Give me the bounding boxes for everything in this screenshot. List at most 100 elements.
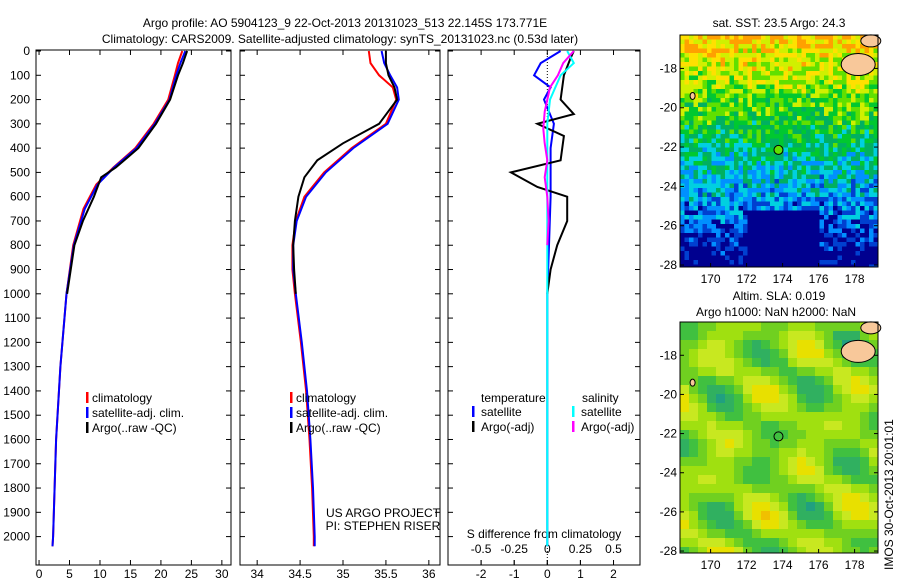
map-cell	[824, 71, 829, 76]
map-cell	[846, 156, 852, 162]
map-cell	[702, 53, 708, 58]
map-cell	[720, 125, 726, 130]
map-cell	[738, 201, 744, 207]
map-cell	[765, 156, 771, 162]
map-cell	[828, 71, 834, 76]
map-cell	[873, 192, 879, 198]
map-cell	[842, 147, 847, 153]
map-cell	[684, 255, 690, 261]
map-cell	[869, 430, 879, 440]
map-cell	[743, 237, 748, 243]
map-cell	[765, 125, 771, 130]
map-cell	[761, 84, 766, 90]
map-cell	[783, 129, 789, 135]
map-cell	[729, 237, 735, 243]
map-cell	[693, 183, 699, 189]
map-cell	[702, 48, 708, 54]
map-cell	[698, 152, 703, 157]
map-cell	[734, 107, 739, 112]
map-cell	[752, 237, 757, 243]
map-cell	[873, 165, 879, 171]
map-cell	[698, 466, 708, 476]
map-cell	[707, 183, 712, 189]
map-cell	[774, 107, 780, 112]
map-cell	[815, 475, 825, 485]
map-cell	[846, 174, 852, 180]
map-cell	[774, 102, 780, 108]
map-cell	[734, 493, 744, 503]
map-cell	[756, 242, 762, 247]
map-cell	[873, 143, 879, 148]
map-cell	[756, 174, 762, 180]
map-cell	[819, 66, 825, 72]
map-cell	[693, 39, 699, 45]
map-cell	[707, 376, 717, 386]
map-cell	[698, 457, 708, 467]
map-cell	[846, 120, 852, 126]
map-cell	[846, 129, 852, 135]
map-cell	[806, 53, 811, 58]
map-cell	[855, 165, 861, 171]
y-tick-label: -24	[660, 466, 678, 480]
map-cell	[711, 219, 717, 225]
map-cell	[851, 251, 856, 256]
map-cell	[698, 183, 703, 189]
map-cell	[702, 197, 708, 202]
map-cell	[846, 107, 852, 112]
map-cell	[716, 403, 726, 413]
map-cell	[725, 331, 735, 341]
map-cell	[765, 237, 771, 243]
map-cell	[801, 242, 807, 247]
map-cell	[869, 502, 879, 512]
map-cell	[864, 89, 870, 94]
map-cell	[806, 349, 816, 359]
map-cell	[756, 215, 762, 220]
map-cell	[689, 538, 699, 548]
map-cell	[824, 174, 829, 180]
map-cell	[702, 44, 708, 49]
map-cell	[833, 475, 843, 485]
map-cell	[729, 111, 735, 117]
map-cell	[788, 102, 793, 108]
map-cell	[815, 138, 820, 144]
map-cell	[716, 116, 721, 121]
map-cell	[779, 511, 789, 521]
map-cell	[788, 242, 793, 247]
map-cell	[680, 547, 690, 554]
x-tick-label: 36	[422, 567, 436, 580]
map-cell	[815, 340, 825, 350]
map-cell	[842, 331, 852, 341]
map-cell	[864, 102, 870, 108]
map-cell	[819, 183, 825, 189]
map-cell	[869, 529, 879, 539]
map-cell	[698, 57, 703, 63]
timestamp-stamp: IMOS 30-Oct-2013 20:01:01	[882, 419, 896, 570]
map-cell	[747, 251, 753, 256]
map-cell	[725, 376, 735, 386]
map-cell	[860, 237, 865, 243]
map-cell	[743, 349, 753, 359]
map-cell	[761, 111, 766, 117]
map-cell	[738, 39, 744, 45]
map-cell	[743, 188, 748, 193]
map-cell	[806, 403, 816, 413]
map-cell	[842, 228, 847, 234]
map-cell	[684, 215, 690, 220]
map-cell	[680, 502, 690, 512]
map-cell	[770, 233, 775, 238]
map-cell	[837, 71, 843, 76]
map-cell	[761, 98, 766, 103]
map-cell	[734, 331, 744, 341]
map-cell	[743, 228, 748, 234]
map-cell	[720, 98, 726, 103]
map-cell	[725, 349, 735, 359]
map-cell	[743, 448, 753, 458]
map-cell	[819, 134, 825, 139]
map-cell	[729, 147, 735, 153]
map-cell	[707, 520, 717, 530]
map-cell	[815, 547, 825, 554]
map-cell	[779, 201, 784, 207]
map-cell	[801, 62, 807, 67]
map-cell	[851, 502, 861, 512]
map-cell	[815, 53, 820, 58]
